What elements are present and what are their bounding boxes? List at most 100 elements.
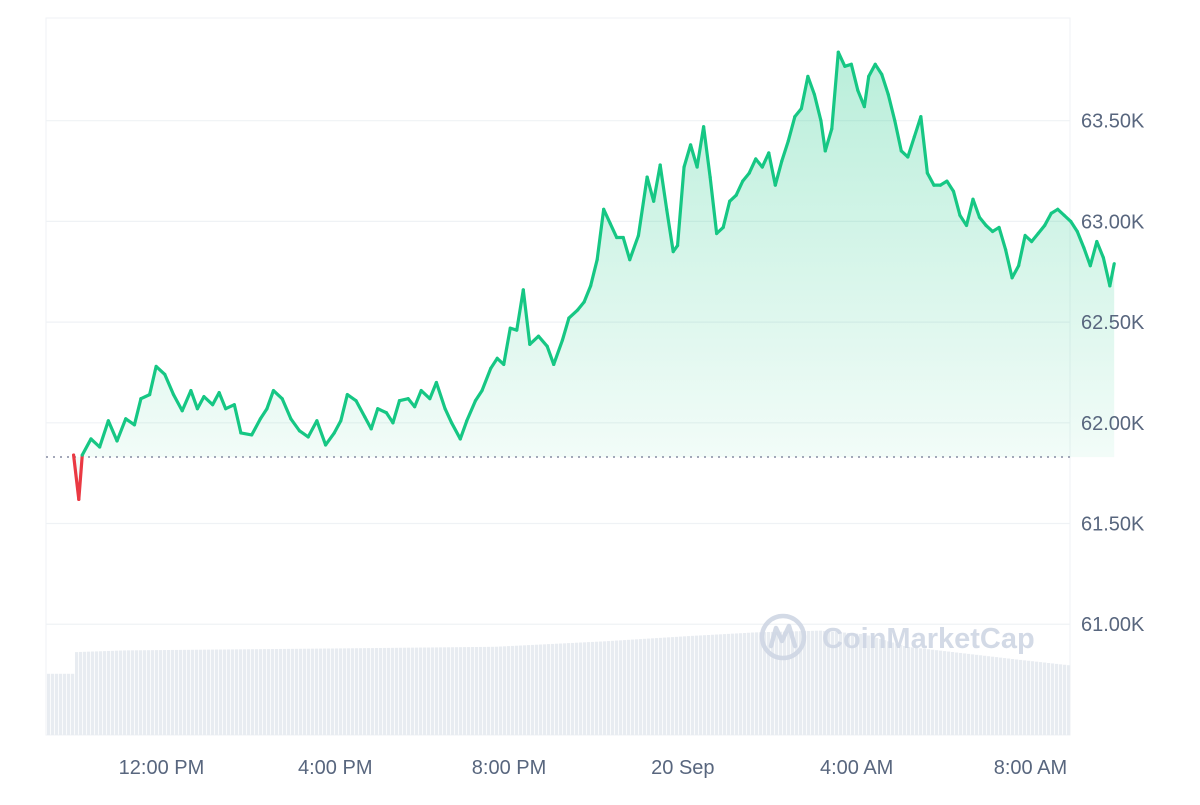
price-segment[interactable] — [413, 388, 423, 409]
price-segment[interactable] — [332, 419, 343, 435]
price-segment[interactable] — [780, 139, 790, 163]
price-segment[interactable] — [665, 207, 675, 254]
price-segment[interactable] — [560, 316, 571, 342]
price-segment[interactable] — [148, 364, 158, 397]
price-segment[interactable] — [1075, 229, 1086, 250]
price-segment[interactable] — [124, 417, 137, 427]
price-segment[interactable] — [945, 179, 956, 193]
price-segment[interactable] — [582, 284, 593, 304]
price-segment[interactable] — [1010, 264, 1021, 280]
price-segment[interactable] — [628, 233, 641, 262]
price-segment[interactable] — [658, 163, 669, 211]
price-segment[interactable] — [345, 393, 358, 403]
price-segment[interactable] — [1082, 245, 1092, 268]
price-segment[interactable] — [369, 407, 380, 431]
price-segment[interactable] — [951, 189, 962, 217]
price-segment[interactable] — [239, 431, 254, 437]
price-segment[interactable] — [465, 399, 478, 423]
price-segment[interactable] — [545, 344, 556, 367]
price-segment[interactable] — [250, 417, 263, 437]
price-segment[interactable] — [354, 399, 367, 419]
price-segment[interactable] — [682, 143, 693, 169]
price-segment[interactable] — [1043, 211, 1053, 228]
price-segment[interactable] — [1069, 219, 1079, 234]
price-segment[interactable] — [919, 115, 929, 175]
price-segment[interactable] — [1036, 223, 1047, 236]
price-segment[interactable] — [767, 151, 777, 187]
price-segment[interactable] — [906, 135, 916, 159]
price-segment[interactable] — [589, 258, 599, 288]
price-segment[interactable] — [621, 235, 632, 262]
price-segment[interactable] — [271, 388, 284, 401]
price-segment[interactable] — [391, 399, 402, 425]
price-segment[interactable] — [793, 107, 803, 119]
price-segment[interactable] — [695, 125, 706, 169]
price-segment[interactable] — [195, 395, 206, 411]
price-segment[interactable] — [180, 388, 193, 413]
price-segment[interactable] — [786, 115, 797, 143]
price-segment[interactable] — [232, 403, 243, 435]
price-segment[interactable] — [806, 74, 817, 97]
price-segment[interactable] — [106, 419, 119, 443]
price-segment[interactable] — [171, 393, 184, 413]
price-segment[interactable] — [528, 334, 541, 346]
price-segment[interactable] — [819, 119, 827, 153]
price-segment[interactable] — [836, 50, 847, 68]
price-segment[interactable] — [515, 288, 525, 332]
price-segment[interactable] — [521, 288, 532, 346]
price-segment[interactable] — [567, 308, 580, 320]
price-segment[interactable] — [536, 334, 549, 348]
price-segment[interactable] — [997, 225, 1008, 252]
price-segment[interactable] — [1017, 233, 1027, 268]
price-segment[interactable] — [708, 175, 719, 236]
price-segment[interactable] — [189, 388, 200, 411]
price-segment[interactable] — [964, 197, 975, 228]
price-segment[interactable] — [163, 372, 176, 397]
price-segment[interactable] — [315, 419, 328, 447]
price-segment[interactable] — [849, 62, 860, 93]
price-segment[interactable] — [450, 421, 462, 441]
price-segment[interactable] — [925, 171, 936, 187]
price-segment[interactable] — [652, 163, 662, 203]
price-segment[interactable] — [880, 72, 890, 97]
price-segment[interactable] — [502, 326, 512, 367]
price-segment[interactable] — [867, 62, 877, 78]
price-segment[interactable] — [489, 356, 499, 371]
price-segment[interactable] — [1030, 231, 1040, 244]
price-segment[interactable] — [1108, 262, 1116, 288]
price-segment[interactable] — [265, 388, 276, 411]
price-segment[interactable] — [688, 143, 699, 169]
price-segment[interactable] — [721, 199, 732, 230]
price-segment[interactable] — [608, 221, 619, 240]
price-segment[interactable] — [80, 437, 93, 457]
price-segment[interactable] — [636, 175, 649, 238]
price-segment[interactable] — [339, 393, 349, 423]
price-segment[interactable] — [675, 165, 686, 248]
price-segment[interactable] — [306, 419, 319, 439]
price-segment[interactable] — [645, 175, 656, 203]
price-segment[interactable] — [458, 419, 469, 441]
price-segment[interactable] — [258, 407, 269, 421]
price-segment[interactable] — [98, 419, 110, 449]
price-segment[interactable] — [323, 431, 336, 447]
price-segment[interactable] — [280, 397, 293, 421]
price-segment[interactable] — [734, 179, 745, 197]
price-segment[interactable] — [202, 395, 215, 407]
price-segment[interactable] — [217, 391, 228, 411]
price-segment[interactable] — [1101, 256, 1112, 288]
price-segment[interactable] — [289, 417, 302, 433]
price-segment[interactable] — [115, 417, 128, 443]
price-segment[interactable] — [977, 215, 988, 228]
price-segment[interactable] — [576, 300, 586, 312]
price-segment[interactable] — [434, 380, 447, 411]
price-segment[interactable] — [886, 92, 897, 123]
price-segment[interactable] — [211, 391, 221, 407]
price-segment[interactable] — [480, 366, 493, 393]
price-segment[interactable] — [773, 159, 784, 187]
price-segment[interactable] — [1003, 248, 1014, 280]
price-segment[interactable] — [1095, 239, 1105, 260]
price-segment[interactable] — [595, 207, 606, 262]
price-segment[interactable] — [830, 50, 840, 131]
